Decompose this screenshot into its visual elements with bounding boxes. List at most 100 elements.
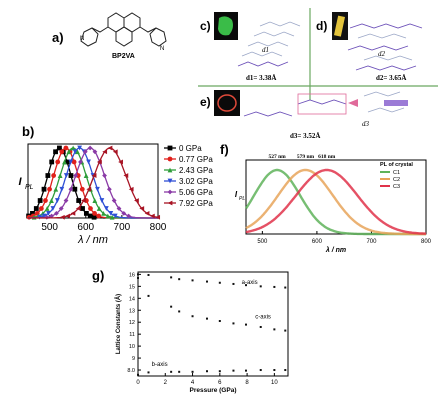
point-g-2-6 <box>218 370 221 373</box>
point-b-2 <box>66 149 72 155</box>
point-b-5 <box>86 186 92 192</box>
point-b-2 <box>109 214 115 220</box>
point-b-2 <box>57 173 63 178</box>
point-b-3 <box>103 206 109 211</box>
point-g-0-10 <box>273 285 276 288</box>
point-b-3 <box>108 210 114 216</box>
point-b-1 <box>38 206 44 211</box>
x-tick-label-g-5: 10 <box>271 380 278 386</box>
series-b-5 <box>28 145 161 220</box>
point-b-1 <box>79 186 85 192</box>
point-g-0-2 <box>170 276 173 279</box>
point-b-4 <box>116 206 122 211</box>
point-b-0 <box>76 198 82 203</box>
point-g-2-4 <box>191 370 194 373</box>
point-b-5 <box>75 206 81 211</box>
point-b-4 <box>73 173 79 178</box>
y-tick-label-g-8: 15 <box>129 284 135 290</box>
point-g-0-7 <box>232 282 235 285</box>
legend-marker-b-3 <box>167 178 173 184</box>
point-b-5 <box>112 149 118 155</box>
point-g-1-3 <box>178 310 181 313</box>
point-b-5 <box>65 213 71 219</box>
point-b-4 <box>87 145 93 151</box>
point-b-3 <box>95 186 100 192</box>
panel-a-label: a) <box>52 30 64 45</box>
point-b-4 <box>68 186 74 192</box>
point-b-2 <box>96 206 102 211</box>
legend-label-b-1: 0.77 GPa <box>179 155 213 164</box>
legend-label-b-3: 3.02 GPa <box>179 177 213 186</box>
point-b-0 <box>53 149 58 155</box>
point-g-1-11 <box>284 329 287 332</box>
point-b-0 <box>68 173 74 178</box>
series-line-b-4 <box>28 147 158 219</box>
point-g-2-0 <box>137 373 139 376</box>
point-b-4 <box>92 149 98 155</box>
point-b-4 <box>82 149 88 155</box>
y-tick-label-g-5: 12 <box>129 320 135 326</box>
point-b-0 <box>64 159 70 165</box>
point-b-1 <box>71 159 77 165</box>
series-g-2 <box>137 369 287 376</box>
point-b-0 <box>87 213 93 219</box>
point-b-3 <box>68 159 74 165</box>
point-g-2-10 <box>273 369 276 372</box>
point-b-5 <box>128 186 134 192</box>
point-b-3 <box>59 186 65 192</box>
x-axis-label-g: Pressure (GPa) <box>190 387 237 394</box>
molecule-name: BP2VA <box>112 53 135 60</box>
point-b-1 <box>51 173 57 178</box>
plot-frame-g <box>137 271 289 377</box>
point-b-4 <box>106 186 112 192</box>
peak-annotation-f-2: 618 nm <box>318 154 336 160</box>
x-tick-label-g-2: 4 <box>191 380 195 386</box>
point-g-0-9 <box>259 285 262 288</box>
point-b-2 <box>62 159 67 165</box>
point-g-0-3 <box>178 278 181 281</box>
point-g-2-5 <box>206 370 208 373</box>
y-tick-label-g-4: 11 <box>129 332 135 338</box>
legend-marker-b-5 <box>167 200 173 206</box>
point-b-5 <box>155 214 161 220</box>
series-g-1 <box>137 276 287 332</box>
point-b-4 <box>44 214 50 220</box>
d1-value: d1= 3.38Å <box>246 74 276 82</box>
legend-label-b-2: 2.43 GPa <box>179 166 213 175</box>
y-axis-sublabel-b: PL <box>25 184 34 191</box>
x-tick-label-f-1: 600 <box>312 239 323 245</box>
legend-label-b-4: 5.06 GPa <box>179 188 213 197</box>
point-b-0 <box>45 173 51 178</box>
point-b-0 <box>91 214 97 220</box>
legend-label-f-0: C1 <box>393 170 400 176</box>
crystal-packing-figure: c) d1 d1= 3.38Å d) d2 d2= 3.65Å e) d3 d3… <box>198 8 438 140</box>
point-b-4 <box>54 210 59 216</box>
series-g-0 <box>137 273 287 289</box>
point-b-0 <box>83 210 89 216</box>
x-tick-label-b-2: 700 <box>114 222 131 233</box>
point-g-1-1 <box>147 294 150 297</box>
point-b-2 <box>101 210 106 216</box>
d1-label: d1 <box>262 46 269 54</box>
point-b-0 <box>72 186 78 192</box>
legend-label-f-2: C3 <box>393 184 400 190</box>
point-b-5 <box>123 173 129 178</box>
point-b-2 <box>53 186 59 192</box>
point-b-1 <box>96 213 102 219</box>
point-g-2-11 <box>284 369 287 372</box>
point-g-1-0 <box>137 276 139 279</box>
pl-crystal-chart: 500 600 700 800 λ / nm I PL 527 nm C1 579 nm C2 618… <box>235 154 432 254</box>
x-tick-label-g-4: 8 <box>245 380 249 386</box>
series-line-f-1 <box>245 168 426 236</box>
point-b-3 <box>99 198 105 203</box>
point-g-1-10 <box>273 328 276 331</box>
point-b-1 <box>88 206 93 211</box>
point-b-5 <box>59 214 65 220</box>
point-b-4 <box>58 206 64 211</box>
point-g-2-9 <box>259 369 262 372</box>
x-tick-label-f-3: 800 <box>421 239 432 245</box>
point-g-1-4 <box>191 315 194 318</box>
point-b-1 <box>92 210 97 216</box>
point-b-4 <box>102 173 107 178</box>
y-tick-label-g-2: 9 <box>132 356 135 362</box>
